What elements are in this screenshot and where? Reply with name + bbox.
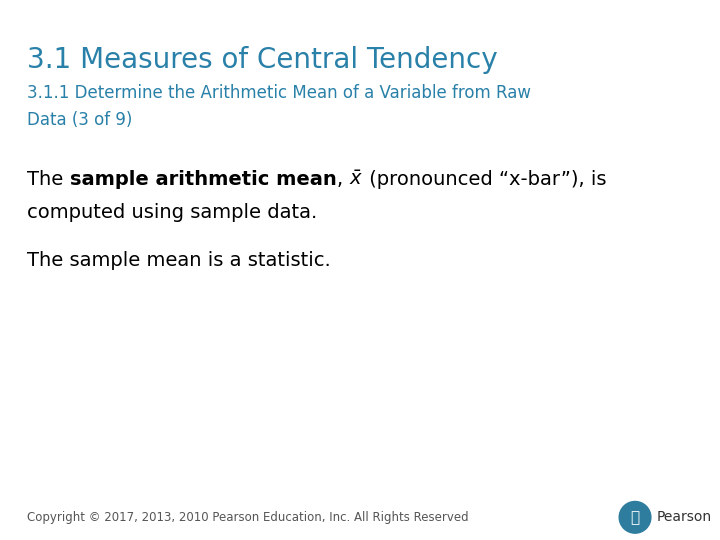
Text: Pearson: Pearson — [657, 510, 712, 524]
Text: ,: , — [337, 170, 349, 189]
Text: 3.1 Measures of Central Tendency: 3.1 Measures of Central Tendency — [27, 46, 498, 74]
Text: (pronounced “x-bar”), is: (pronounced “x-bar”), is — [363, 170, 607, 189]
Text: Data (3 of 9): Data (3 of 9) — [27, 111, 132, 129]
Text: Ⓟ: Ⓟ — [631, 510, 639, 525]
Text: sample arithmetic mean: sample arithmetic mean — [70, 170, 337, 189]
Text: 3.1.1 Determine the Arithmetic Mean of a Variable from Raw: 3.1.1 Determine the Arithmetic Mean of a… — [27, 84, 531, 102]
Text: Copyright © 2017, 2013, 2010 Pearson Education, Inc. All Rights Reserved: Copyright © 2017, 2013, 2010 Pearson Edu… — [27, 511, 469, 524]
Text: The sample mean is a statistic.: The sample mean is a statistic. — [27, 251, 331, 270]
Text: The: The — [27, 170, 70, 189]
Text: $\bar{x}$: $\bar{x}$ — [349, 170, 363, 189]
Text: computed using sample data.: computed using sample data. — [27, 202, 318, 221]
Ellipse shape — [619, 502, 651, 533]
